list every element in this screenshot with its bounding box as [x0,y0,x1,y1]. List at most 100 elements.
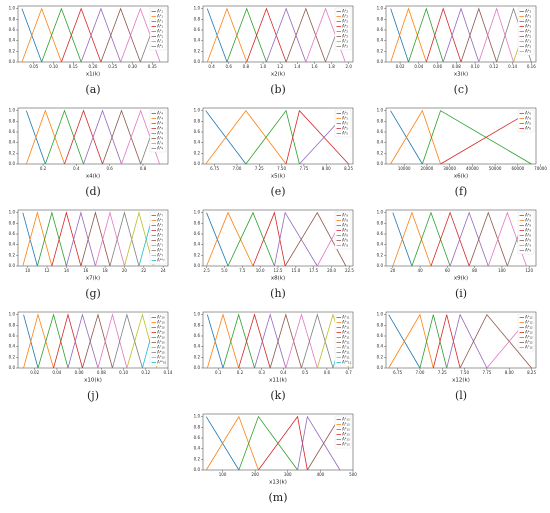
x-tick-label: 0.04 [52,370,61,375]
x-tick-label: 0.08 [452,64,461,69]
membership-line [392,211,432,267]
x-tick-label: 10000 [398,166,411,171]
x-tick-label: 0.10 [49,64,58,69]
legend-label: A⁸₉ [525,248,531,253]
membership-line [411,211,451,267]
membership-line [468,211,508,267]
legend-label: A⁶₁₃ [342,442,350,447]
legend-label: A²₆ [525,116,531,121]
legend-label: A⁶₁₀ [157,340,165,345]
y-tick-label: 0.8 [9,16,16,21]
legend-label: A⁶₈ [342,238,348,243]
membership-line [83,109,122,165]
legend-label: A⁶₁₁ [342,340,350,345]
x-tick-label: 2.0 [346,64,353,69]
y-tick-label: 0.0 [194,161,201,166]
membership-line [285,7,326,63]
membership-line [274,211,318,267]
plot-area [17,107,169,165]
legend-label: A⁵₃ [525,29,531,34]
y-tick-label: 0.2 [377,48,384,53]
x-axis-label: x7(k) [86,276,100,282]
membership-line [238,415,298,471]
membership-line [222,313,255,369]
legend-label: A³₂ [342,19,348,24]
legend-label: A³₁ [157,19,163,24]
y-tick-label: 0.2 [194,252,201,257]
legend-box [334,211,352,250]
x-tick-label: 20 [122,268,128,273]
legend-label: A⁵₁₁ [342,335,350,340]
x-tick-label: 14 [64,268,70,273]
x-axis-label: x5(k) [271,174,285,180]
x-tick-label: 0.10 [471,64,480,69]
membership-line [460,7,498,63]
x-tick-label: 0.12 [141,370,150,375]
membership-line [67,313,99,369]
plot-area [17,311,169,369]
legend-box [149,313,167,367]
y-tick-label: 0.6 [377,333,384,338]
x-tick-label: 0.14 [164,370,173,375]
x-tick-label: 60000 [511,166,524,171]
x-tick-label: 10.0 [256,268,265,273]
x-tick-label: 400 [317,472,325,477]
x-tick-label: 20 [390,268,396,273]
legend-label: A²₅ [342,116,348,121]
y-tick-label: 1.0 [377,312,384,317]
x-tick-label: 0.35 [148,64,157,69]
legend-label: A⁷₂ [342,39,348,44]
membership-line [421,110,532,165]
membership-line [301,313,334,369]
x-tick-label: 40000 [466,166,479,171]
membership-line [266,7,307,63]
legend-box [517,109,535,133]
membership-line [388,313,434,369]
y-tick-label: 1.0 [9,312,16,317]
legend-label: A⁶₄ [157,136,163,141]
legend-label: A⁴₁ [157,24,163,29]
subplot: 0.0 0.2 0.4 0.6 0.8 1.0 2.5 5.0 7.5 10.0 12.5 15.0 1… [194,210,355,300]
membership-line [53,313,83,369]
membership-line [297,415,341,471]
x-tick-label: 0.16 [527,64,536,69]
legend-label: A⁴₁₂ [525,330,533,335]
membership-line [419,314,448,369]
y-tick-label: 0.0 [194,365,201,370]
legend-label: A³₆ [525,121,531,126]
x-tick-label: 10 [25,268,31,273]
y-tick-label: 0.6 [9,231,16,236]
x-tick-label: 22.5 [345,268,354,273]
legend-label: A⁷₁₀ [157,345,165,350]
y-tick-label: 0.8 [194,220,201,225]
legend-label: A¹₈ [342,213,348,218]
legend-label: A¹₁₂ [525,315,533,320]
legend-label: A¹⁰₁₀ [157,360,167,365]
membership-line [95,211,125,267]
legend-label: A⁷₁₂ [525,345,533,350]
legend-label: A¹₉ [525,213,531,218]
legend-label: A⁴₉ [525,228,531,233]
y-tick-label: 0.2 [377,354,384,359]
membership-line [446,313,488,369]
x-tick-label: 0.2 [40,166,47,171]
x-tick-label: 5.0 [221,268,228,273]
legend-label: A¹₅ [342,111,348,116]
legend-label: A³₁₃ [342,427,350,432]
x-tick-label: 0.06 [433,64,442,69]
legend-label: A⁷₃ [525,39,531,44]
x-tick-label: 1.4 [294,64,301,69]
legend-label: A³₁₀ [157,325,165,330]
x-tick-label: 1.2 [277,64,284,69]
legend-label: A⁵₁ [157,29,163,34]
y-tick-label: 0.2 [9,150,16,155]
y-tick-label: 0.4 [194,38,201,43]
y-tick-label: 0.4 [377,242,384,247]
legend-box [334,415,352,449]
x-tick-label: 0.08 [97,370,106,375]
y-tick-label: 0.0 [9,365,16,370]
subplot: 0.0 0.2 0.4 0.6 0.8 1.0 10 12 14 16 18 20 22 24 A¹₇A²₇… [9,210,169,300]
membership-line [37,313,69,369]
legend-label: A⁴₂ [342,24,348,29]
y-tick-label: 0.8 [194,424,201,429]
